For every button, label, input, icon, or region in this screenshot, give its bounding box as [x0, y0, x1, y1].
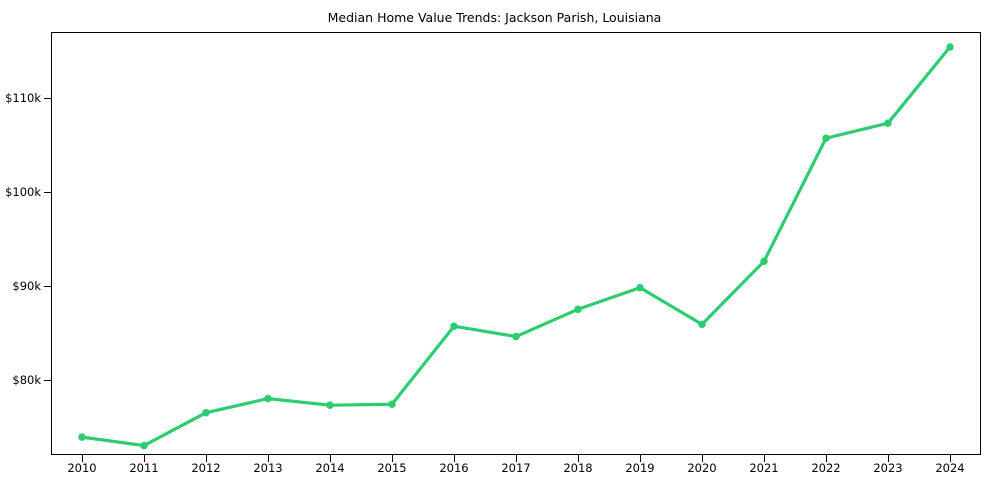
x-tick-mark: [330, 455, 331, 462]
y-tick-label: $110k: [5, 90, 41, 105]
x-tick-label-2020: 2020: [687, 461, 717, 475]
y-tick-mark: [44, 191, 51, 193]
x-tick-label-2017: 2017: [501, 461, 531, 475]
y-tick-mark: [44, 97, 51, 99]
x-tick-mark: [206, 455, 207, 462]
x-tick-mark: [888, 455, 889, 462]
x-tick-label-2024: 2024: [935, 461, 965, 475]
x-tick-label-2014: 2014: [315, 461, 345, 475]
x-tick-label-2016: 2016: [439, 461, 469, 475]
x-tick-mark: [950, 455, 951, 462]
x-tick-mark: [268, 455, 269, 462]
x-tick-label-2013: 2013: [253, 461, 283, 475]
y-tick-label: $100k: [5, 184, 41, 199]
x-tick-label-2019: 2019: [625, 461, 655, 475]
y-tick-label: $80k: [12, 372, 41, 387]
x-tick-label-2018: 2018: [563, 461, 593, 475]
x-tick-mark: [144, 455, 145, 462]
x-tick-label-2021: 2021: [749, 461, 779, 475]
y-tick-mark: [44, 285, 51, 287]
chart-title: Median Home Value Trends: Jackson Parish…: [327, 10, 662, 25]
x-tick-mark: [826, 455, 827, 462]
x-tick-mark: [392, 455, 393, 462]
x-tick-mark: [454, 455, 455, 462]
x-tick-label-2022: 2022: [811, 461, 841, 475]
x-tick-label-2015: 2015: [377, 461, 407, 475]
x-tick-mark: [764, 455, 765, 462]
x-tick-label-2010: 2010: [67, 461, 97, 475]
y-tick-label: $90k: [12, 278, 41, 293]
x-tick-label-2023: 2023: [873, 461, 903, 475]
y-tick-mark: [44, 379, 51, 381]
x-tick-mark: [578, 455, 579, 462]
x-tick-label-2011: 2011: [129, 461, 159, 475]
x-tick-mark: [82, 455, 83, 462]
x-tick-mark: [702, 455, 703, 462]
plot-area: [51, 32, 981, 455]
x-tick-mark: [640, 455, 641, 462]
x-tick-label-2012: 2012: [191, 461, 221, 475]
x-tick-mark: [516, 455, 517, 462]
